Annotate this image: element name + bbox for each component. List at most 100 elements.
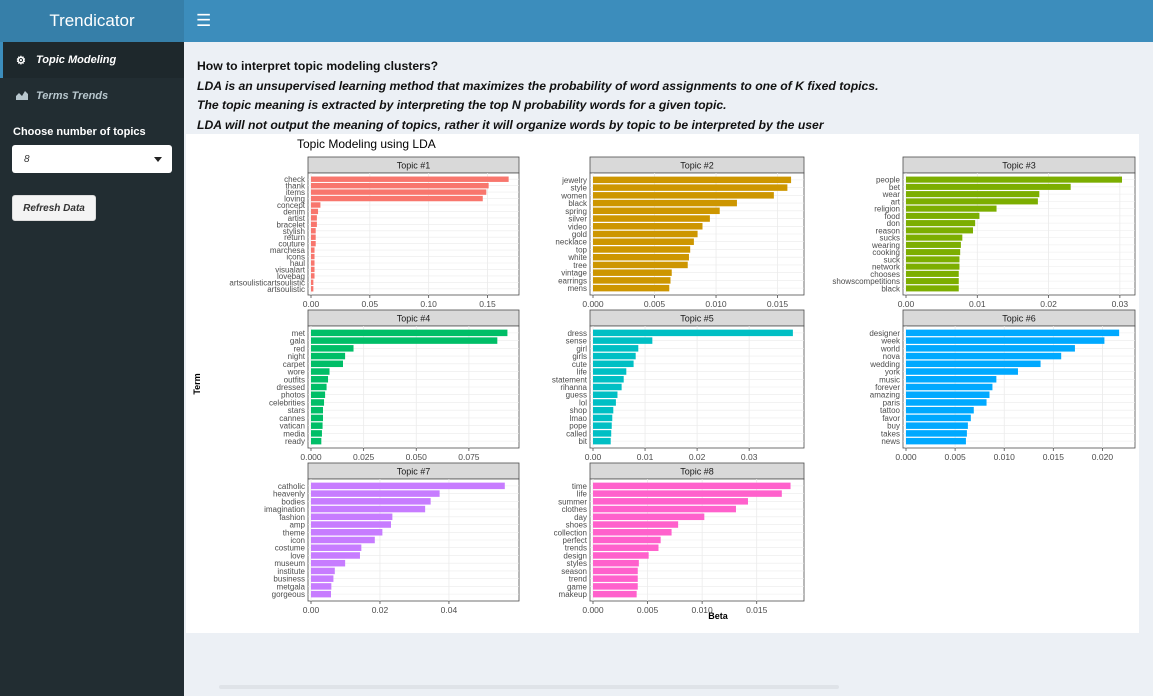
term-label: gold <box>572 230 587 239</box>
topic-modeling-plot: Topic Modeling using LDA Beta Term Topic #1… <box>186 134 1139 633</box>
bar <box>593 207 720 215</box>
term-label: called <box>566 429 587 438</box>
bar <box>906 329 1120 337</box>
bar <box>311 498 431 505</box>
bar <box>906 406 974 414</box>
bar <box>593 238 694 245</box>
term-label: jewelry <box>561 176 587 185</box>
tick-label: 0.05 <box>362 299 379 309</box>
term-label: cute <box>572 360 588 369</box>
tick-label: 0.000 <box>895 452 917 462</box>
term-label: mens <box>567 284 587 293</box>
bar <box>311 575 334 582</box>
term-label: loving <box>284 195 305 204</box>
term-label: silver <box>568 215 587 224</box>
term-label: denim <box>283 207 305 216</box>
term-label: artsoulisticartsoulistic <box>229 278 305 287</box>
bar <box>311 590 331 598</box>
term-label: dress <box>567 329 587 338</box>
area-chart-icon <box>16 90 30 103</box>
bar <box>593 399 616 406</box>
term-label: gala <box>290 337 306 346</box>
bars-icon[interactable]: ☰ <box>196 11 212 30</box>
bar <box>593 505 736 513</box>
term-label: art <box>891 197 901 206</box>
tick-label: 0.000 <box>582 605 604 615</box>
bar <box>906 383 993 391</box>
term-label: world <box>880 344 900 353</box>
tick-label: 0.00 <box>585 452 602 462</box>
bar <box>593 383 622 391</box>
bar <box>593 368 627 375</box>
term-label: metgala <box>277 582 306 591</box>
bar <box>593 223 703 230</box>
term-label: makeup <box>559 590 588 599</box>
tick-label: 0.02 <box>689 452 706 462</box>
term-label: icons <box>286 253 305 262</box>
topics-count-label: Choose number of topics <box>13 126 146 138</box>
term-label: girls <box>572 352 587 361</box>
bar <box>906 263 960 270</box>
bar <box>311 240 316 247</box>
sidebar-item-topic-modeling[interactable]: ⚙ Topic Modeling <box>0 42 184 78</box>
term-label: icon <box>290 536 305 545</box>
tick-label: 0.015 <box>767 299 789 309</box>
term-label: costume <box>275 544 306 553</box>
bar <box>311 513 393 521</box>
tick-label: 0.00 <box>898 299 915 309</box>
term-label: statement <box>552 375 588 384</box>
bar <box>906 176 1123 183</box>
panel-title: Topic #3 <box>1002 161 1036 171</box>
term-label: designer <box>869 329 900 338</box>
term-label: religion <box>874 205 900 214</box>
term-label: week <box>880 337 901 346</box>
tick-label: 0.015 <box>1043 452 1065 462</box>
bar <box>906 220 976 227</box>
bar <box>906 212 980 219</box>
bar <box>311 208 319 215</box>
bar <box>593 376 624 383</box>
refresh-data-button[interactable]: Refresh Data <box>12 195 96 221</box>
bar <box>593 192 774 199</box>
app-title[interactable]: Trendicator <box>0 0 184 42</box>
term-label: life <box>577 490 588 499</box>
term-label: ready <box>285 437 305 446</box>
term-label: shop <box>570 406 588 415</box>
bar <box>906 191 1040 198</box>
bar <box>593 345 639 352</box>
bar <box>311 352 346 360</box>
bar <box>311 182 489 189</box>
term-label: lmao <box>570 414 588 423</box>
term-label: earrings <box>558 276 587 285</box>
bar <box>311 529 383 536</box>
term-label: wedding <box>869 360 900 369</box>
bar <box>593 422 612 429</box>
sidebar-item-terms-trends[interactable]: Terms Trends <box>0 78 184 114</box>
explanation-line: LDA will not output the meaning of topic… <box>197 117 824 132</box>
topics-count-select[interactable]: 8 <box>12 145 172 173</box>
term-label: vintage <box>561 269 587 278</box>
bar <box>593 536 661 544</box>
bar <box>311 430 322 437</box>
term-label: suck <box>884 255 901 264</box>
tick-label: 0.005 <box>637 605 659 615</box>
bar <box>593 337 653 344</box>
bar <box>311 422 323 429</box>
term-label: spring <box>565 207 587 216</box>
term-label: york <box>885 368 901 377</box>
gear-icon: ⚙ <box>16 54 26 67</box>
term-label: women <box>560 191 587 200</box>
term-label: showscompetitions <box>832 277 900 286</box>
tick-label: 0.04 <box>441 605 458 615</box>
chevron-down-icon <box>154 156 162 162</box>
sidebar-item-label: Topic Modeling <box>36 54 117 66</box>
term-label: lovebag <box>277 272 305 281</box>
term-label: clothes <box>562 505 587 514</box>
bar <box>593 253 689 261</box>
bar <box>311 505 426 513</box>
term-label: artist <box>288 214 306 223</box>
term-label: food <box>884 212 900 221</box>
term-label: items <box>286 188 305 197</box>
bar <box>906 183 1071 190</box>
tick-label: 0.005 <box>944 452 966 462</box>
